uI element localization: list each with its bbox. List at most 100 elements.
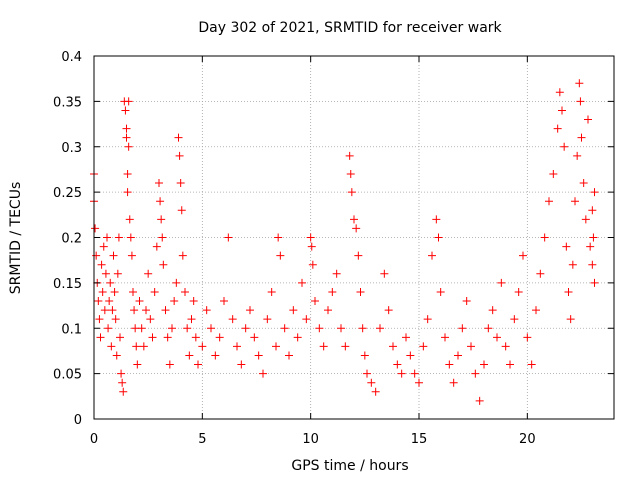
data-point <box>109 251 118 260</box>
data-point <box>576 97 585 106</box>
data-point <box>224 233 233 242</box>
data-point <box>589 233 598 242</box>
data-point <box>228 315 237 324</box>
data-point <box>562 242 571 251</box>
data-point <box>350 215 358 224</box>
data-point <box>319 342 328 351</box>
data-point <box>254 351 263 360</box>
data-point <box>519 251 527 260</box>
x-axis-label: GPS time / hours <box>291 458 408 474</box>
data-point <box>428 251 436 260</box>
data-point <box>324 306 332 315</box>
data-point <box>148 333 157 342</box>
x-tick-label: 20 <box>519 432 536 447</box>
data-point <box>99 242 108 251</box>
data-point <box>139 342 148 351</box>
data-point <box>588 260 597 269</box>
data-point <box>161 306 170 315</box>
data-point <box>163 333 172 342</box>
y-tick-label: 0.25 <box>53 186 82 201</box>
data-point <box>423 315 432 324</box>
data-point <box>276 251 285 260</box>
data-point <box>250 333 259 342</box>
data-point <box>360 351 369 360</box>
data-point <box>177 206 186 215</box>
data-point <box>122 133 131 142</box>
data-point <box>523 333 532 342</box>
data-point <box>113 269 122 278</box>
data-point <box>119 387 128 396</box>
data-point <box>363 369 371 378</box>
x-tick-label: 15 <box>411 432 428 447</box>
data-point <box>107 342 116 351</box>
data-point <box>358 324 367 333</box>
data-point <box>246 306 254 315</box>
data-point <box>577 133 586 142</box>
data-point <box>536 269 545 278</box>
data-point <box>168 324 176 333</box>
data-point <box>298 278 306 287</box>
data-point <box>123 169 132 178</box>
data-point <box>191 333 200 342</box>
y-tick-label: 0.2 <box>61 232 82 247</box>
data-point <box>586 242 595 251</box>
data-point <box>157 215 166 224</box>
data-point <box>584 115 592 124</box>
chart-title: Day 302 of 2021, SRMTID for receiver war… <box>198 20 502 36</box>
data-point <box>545 197 553 206</box>
data-point <box>307 242 316 251</box>
data-point <box>436 287 445 296</box>
data-point <box>104 324 113 333</box>
data-point <box>202 306 211 315</box>
tick-labels: 0 0.05 0.1 0.15 0.2 0.25 0.3 0.35 0.4 0 5 10 15 20 <box>53 50 536 447</box>
data-point <box>127 251 136 260</box>
data-point <box>345 151 354 160</box>
y-tick-label: 0.1 <box>61 322 82 337</box>
data-point <box>352 224 361 233</box>
data-point <box>573 151 582 160</box>
y-tick-label: 0.35 <box>53 95 82 110</box>
data-point <box>302 315 311 324</box>
data-point <box>445 360 454 369</box>
data-point <box>285 351 293 360</box>
data-point <box>579 179 588 188</box>
data-point <box>133 360 142 369</box>
data-point <box>97 260 106 269</box>
data-point <box>564 287 573 296</box>
data-point <box>159 260 168 269</box>
y-tick-label: 0.4 <box>61 50 82 65</box>
data-point <box>137 324 146 333</box>
data-point <box>189 297 198 306</box>
data-point <box>462 297 471 306</box>
data-point <box>152 242 161 251</box>
data-point <box>337 324 345 333</box>
data-point <box>588 206 597 215</box>
data-point <box>123 188 132 197</box>
data-point <box>402 333 410 342</box>
data-point <box>434 233 443 242</box>
data-point <box>311 297 319 306</box>
data-point <box>121 106 130 115</box>
x-tick-label: 0 <box>90 432 98 447</box>
data-point <box>493 333 501 342</box>
data-point <box>590 278 599 287</box>
data-point <box>132 342 141 351</box>
data-point <box>259 369 267 378</box>
data-point <box>144 269 153 278</box>
data-point <box>98 287 107 296</box>
data-point <box>341 342 350 351</box>
data-point <box>558 106 566 115</box>
data-point <box>549 169 558 178</box>
data-point <box>237 360 246 369</box>
data-point <box>514 287 523 296</box>
data-point <box>510 315 519 324</box>
data-point <box>156 197 165 206</box>
data-point <box>467 342 475 351</box>
data-point <box>158 233 167 242</box>
data-point <box>560 142 569 151</box>
data-point <box>308 260 317 269</box>
data-point <box>194 360 202 369</box>
data-point <box>293 333 302 342</box>
data-point <box>124 97 133 106</box>
